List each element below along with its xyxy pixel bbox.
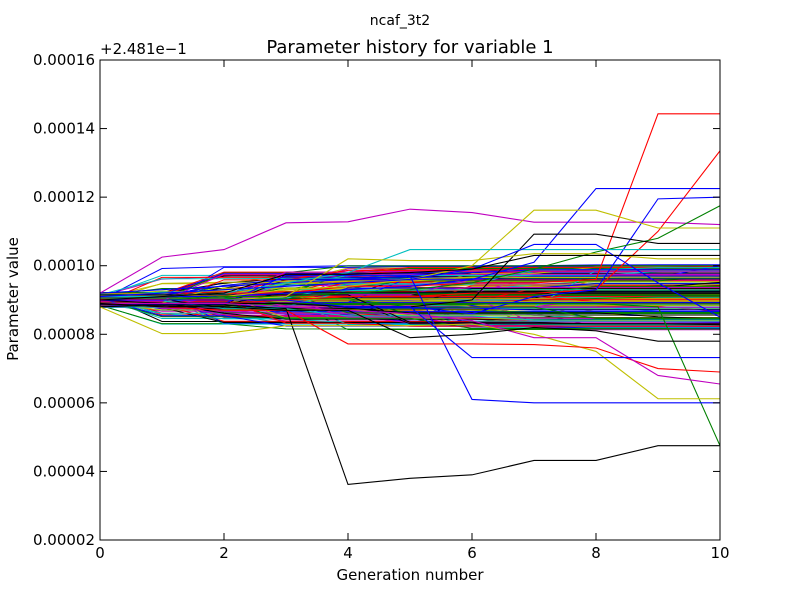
series-line xyxy=(100,273,720,302)
series-line xyxy=(100,302,720,320)
series-line xyxy=(100,294,720,326)
series-line xyxy=(100,306,720,400)
series-line xyxy=(100,302,720,385)
series-line xyxy=(100,302,720,342)
figure-suptitle: ncaf_3t2 xyxy=(370,13,430,29)
chart-title: Parameter history for variable 1 xyxy=(266,37,553,58)
series-line xyxy=(100,302,720,373)
series-line xyxy=(100,208,720,294)
plot-frame xyxy=(99,59,721,541)
x-tick-label: 10 xyxy=(710,544,729,562)
x-axis-label: Generation number xyxy=(337,566,485,584)
y-tick-label: 0.00006 xyxy=(33,394,95,412)
series-line xyxy=(100,304,720,330)
series-line xyxy=(100,205,720,301)
x-tick-label: 0 xyxy=(95,544,105,562)
series-line xyxy=(100,300,720,321)
y-tick-label: 0.00002 xyxy=(33,531,95,549)
x-tick-label: 8 xyxy=(591,544,601,562)
y-tick-label: 0.00012 xyxy=(33,188,95,206)
series-line xyxy=(100,188,720,298)
y-axis-ticks: 0.00002 0.00004 0.00006 0.00008 0.00010 0.000… xyxy=(33,51,720,549)
series-line xyxy=(100,299,720,359)
series-line xyxy=(100,243,720,318)
series-line xyxy=(100,304,720,486)
y-tick-label: 0.00016 xyxy=(33,51,95,69)
series-line xyxy=(100,266,720,295)
series-lines xyxy=(100,113,720,486)
series-line xyxy=(100,275,720,404)
x-axis-ticks: 0 2 4 6 8 10 xyxy=(95,60,730,562)
x-tick-label: 6 xyxy=(467,544,477,562)
y-axis-offset-text: +2.481e−1 xyxy=(100,40,187,58)
y-tick-label: 0.00004 xyxy=(33,462,95,480)
y-tick-label: 0.00014 xyxy=(33,120,95,138)
x-tick-label: 2 xyxy=(219,544,229,562)
y-tick-label: 0.00008 xyxy=(33,325,95,343)
series-line xyxy=(100,265,720,301)
x-tick-label: 4 xyxy=(343,544,353,562)
y-axis-label: Parameter value xyxy=(4,237,22,361)
y-tick-label: 0.00010 xyxy=(33,257,95,275)
series-line xyxy=(100,254,720,301)
